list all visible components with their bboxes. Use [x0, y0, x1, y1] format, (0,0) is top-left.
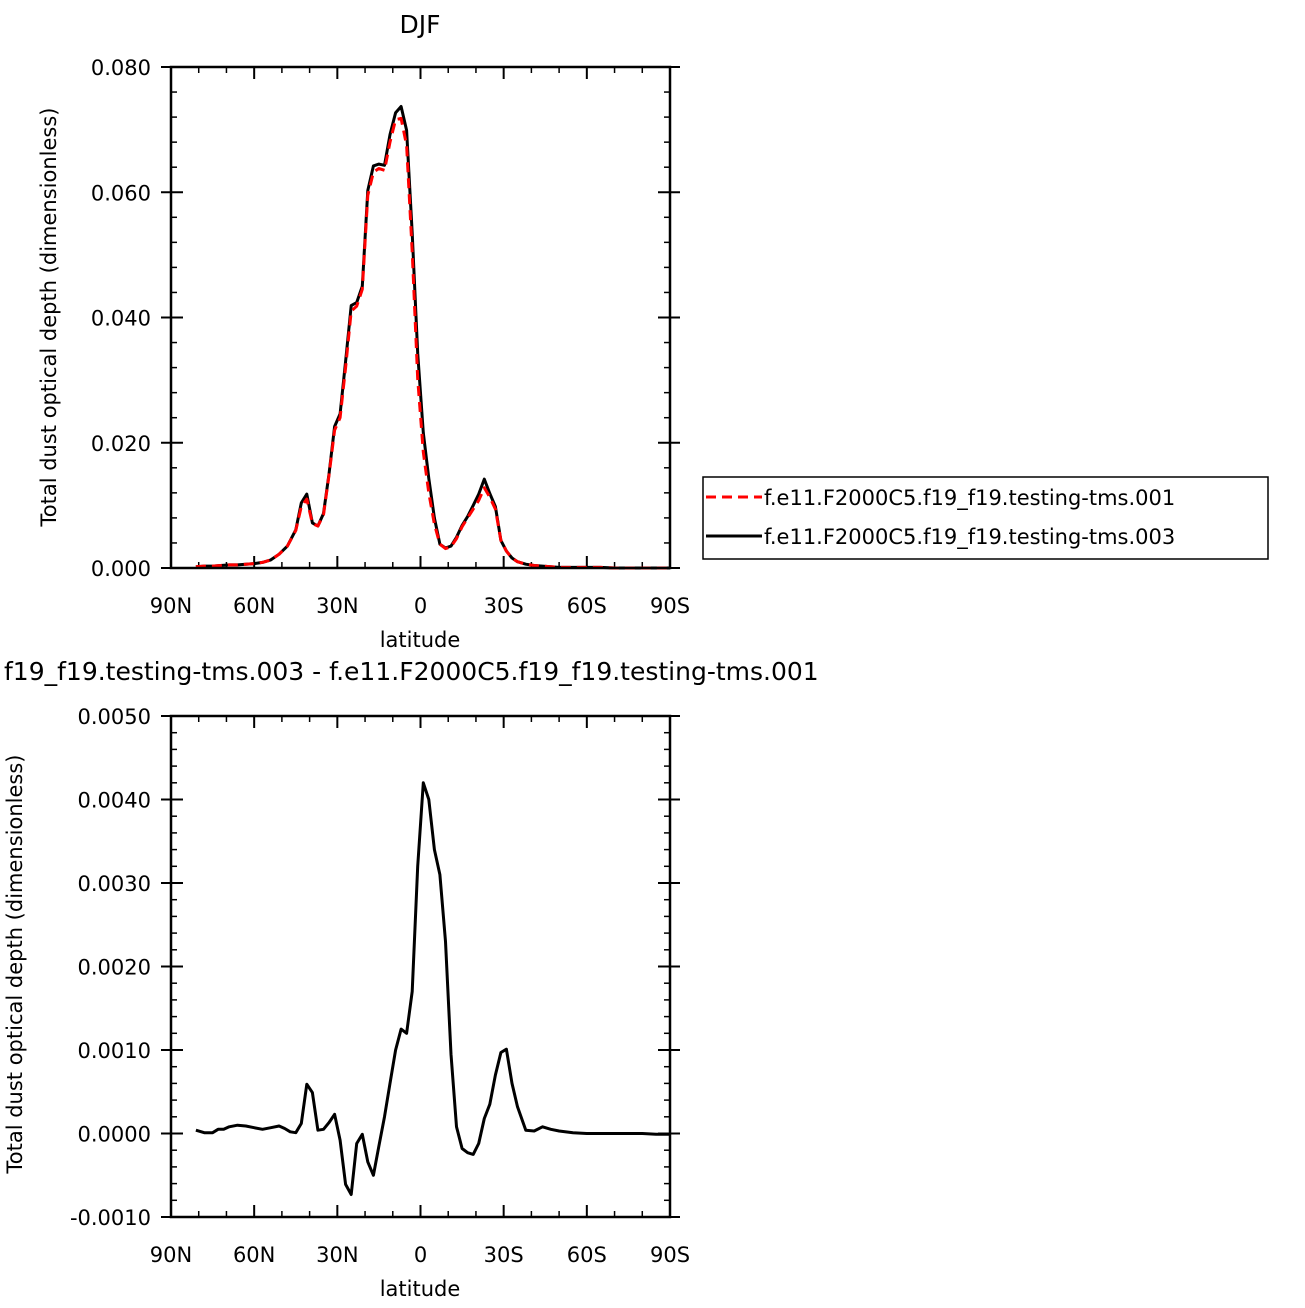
top-plot-frame	[169, 65, 672, 570]
top-y-tick-label: 0.000	[91, 557, 151, 581]
bottom-plot-frame	[169, 714, 672, 1219]
bottom-y-axis-label: Total dust optical depth (dimensionless)	[3, 755, 27, 1175]
bottom-y-tick-label: 0.0040	[78, 789, 151, 813]
bottom-x-tick-labels: 90N 60N 30N 0 30S 60S 90S	[150, 1243, 690, 1267]
top-y-tick-label: 0.020	[91, 432, 151, 456]
bottom-x-tick-label: 90S	[650, 1243, 690, 1267]
bottom-x-tick-label: 30S	[484, 1243, 524, 1267]
top-y-tick-label: 0.060	[91, 181, 151, 205]
bottom-y-tick-label: 0.0020	[78, 956, 151, 980]
bottom-line-chart: f19_f19.testing-tms.003 - f.e11.F2000C5.…	[3, 657, 819, 1301]
legend-label-003: f.e11.F2000C5.f19_f19.testing-tms.003	[764, 525, 1175, 550]
bottom-y-tick-label: 0.0050	[78, 705, 151, 729]
bottom-x-tick-label: 30N	[316, 1243, 358, 1267]
bottom-axis-ticks	[161, 715, 680, 1218]
top-x-tick-label: 0	[414, 594, 427, 618]
top-y-tick-labels: 0.000 0.020 0.040 0.060 0.080	[91, 56, 151, 581]
top-y-tick-label: 0.080	[91, 56, 151, 80]
bottom-x-tick-label: 60S	[567, 1243, 607, 1267]
bottom-x-axis-label: latitude	[380, 1277, 461, 1301]
top-series-line-1	[195, 105, 670, 570]
bottom-x-tick-label: 0	[414, 1243, 427, 1267]
top-series-lines	[195, 105, 670, 570]
top-y-tick-label: 0.040	[91, 307, 151, 331]
top-x-tick-label: 60N	[233, 594, 275, 618]
bottom-series-line-0	[195, 781, 670, 1196]
top-x-axis-label: latitude	[380, 628, 461, 652]
top-x-tick-label: 60S	[567, 594, 607, 618]
legend: f.e11.F2000C5.f19_f19.testing-tms.001 f.…	[702, 476, 1269, 560]
top-series-line-0	[195, 116, 670, 570]
bottom-y-tick-label: 0.0000	[78, 1123, 151, 1147]
bottom-x-tick-label: 60N	[233, 1243, 275, 1267]
bottom-x-tick-label: 90N	[150, 1243, 192, 1267]
top-axis-ticks	[161, 66, 680, 569]
bottom-y-tick-label: 0.0010	[78, 1039, 151, 1063]
top-x-tick-label: 90N	[150, 594, 192, 618]
top-x-tick-label: 30S	[484, 594, 524, 618]
legend-box	[702, 476, 1269, 560]
bottom-y-tick-label: -0.0010	[70, 1206, 151, 1230]
top-x-tick-label: 30N	[316, 594, 358, 618]
top-line-chart: DJF 90N 60N 30N 0 30S 60S 90S 0.0000.0200.0400…	[37, 10, 690, 652]
top-chart-title: DJF	[399, 10, 440, 39]
bottom-series-lines	[195, 781, 670, 1196]
top-x-tick-label: 90S	[650, 594, 690, 618]
legend-label-001: f.e11.F2000C5.f19_f19.testing-tms.001	[764, 486, 1175, 511]
bottom-y-tick-label: 0.0030	[78, 872, 151, 896]
bottom-chart-title: f19_f19.testing-tms.003 - f.e11.F2000C5.…	[4, 657, 819, 686]
top-x-tick-labels: 90N 60N 30N 0 30S 60S 90S	[150, 594, 690, 618]
bottom-y-tick-labels: -0.0010 0.0000 0.0010 0.0020 0.0030 0.0040 0.0…	[70, 705, 151, 1230]
top-y-axis-label: Total dust optical depth (dimensionless)	[37, 108, 61, 528]
